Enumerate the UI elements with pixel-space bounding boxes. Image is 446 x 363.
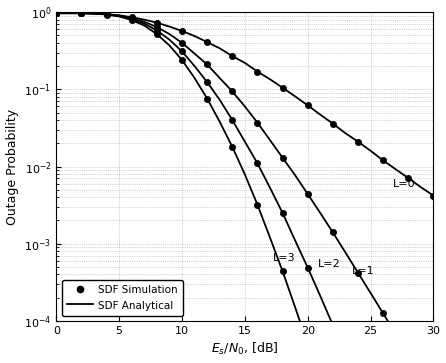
Text: L=2: L=2	[318, 259, 341, 269]
X-axis label: $E_s/N_{0}$, [dB]: $E_s/N_{0}$, [dB]	[211, 341, 279, 358]
Text: L=1: L=1	[352, 265, 374, 276]
Text: L=3: L=3	[273, 253, 295, 263]
Text: L=0: L=0	[393, 179, 416, 189]
Legend: SDF Simulation, SDF Analytical: SDF Simulation, SDF Analytical	[62, 280, 183, 316]
Y-axis label: Outage Probability: Outage Probability	[5, 109, 19, 225]
